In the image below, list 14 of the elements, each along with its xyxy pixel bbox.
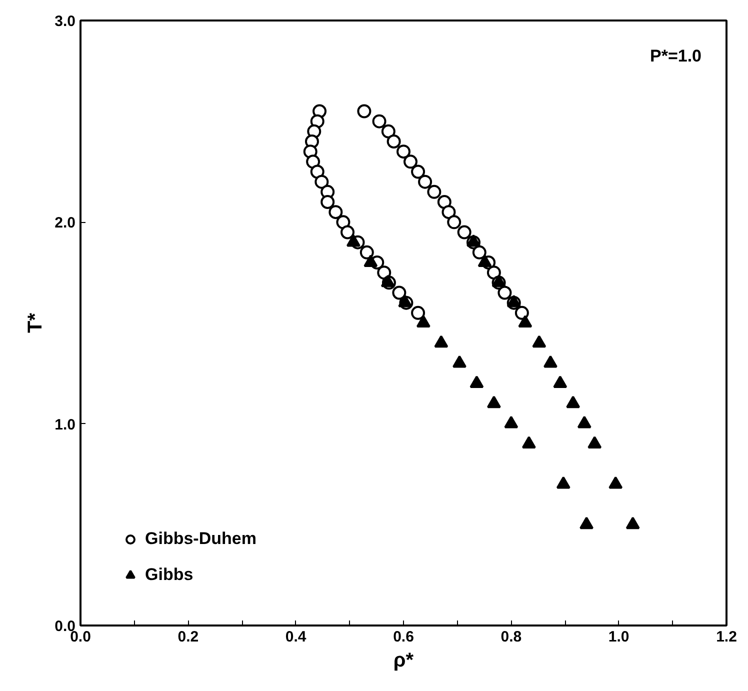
y-axis-title: T* bbox=[24, 312, 47, 333]
annotation: P*=1.0 bbox=[650, 46, 702, 66]
y-tick-label: 1.0 bbox=[54, 416, 76, 434]
legend-label: Gibbs bbox=[145, 565, 194, 585]
x-tick-label: 0.2 bbox=[178, 628, 199, 646]
x-tick-label: 0.8 bbox=[500, 628, 522, 646]
x-axis-title: ρ* bbox=[393, 650, 414, 672]
legend-label: Gibbs-Duhem bbox=[145, 529, 256, 549]
x-tick-label: 1.2 bbox=[716, 628, 737, 646]
x-tick-label: 0.6 bbox=[393, 628, 414, 646]
y-tick-label: 3.0 bbox=[54, 13, 76, 30]
y-tick-label: 2.0 bbox=[54, 214, 76, 232]
x-tick-label: 0.4 bbox=[285, 628, 307, 646]
x-tick-label: 1.0 bbox=[608, 628, 630, 646]
